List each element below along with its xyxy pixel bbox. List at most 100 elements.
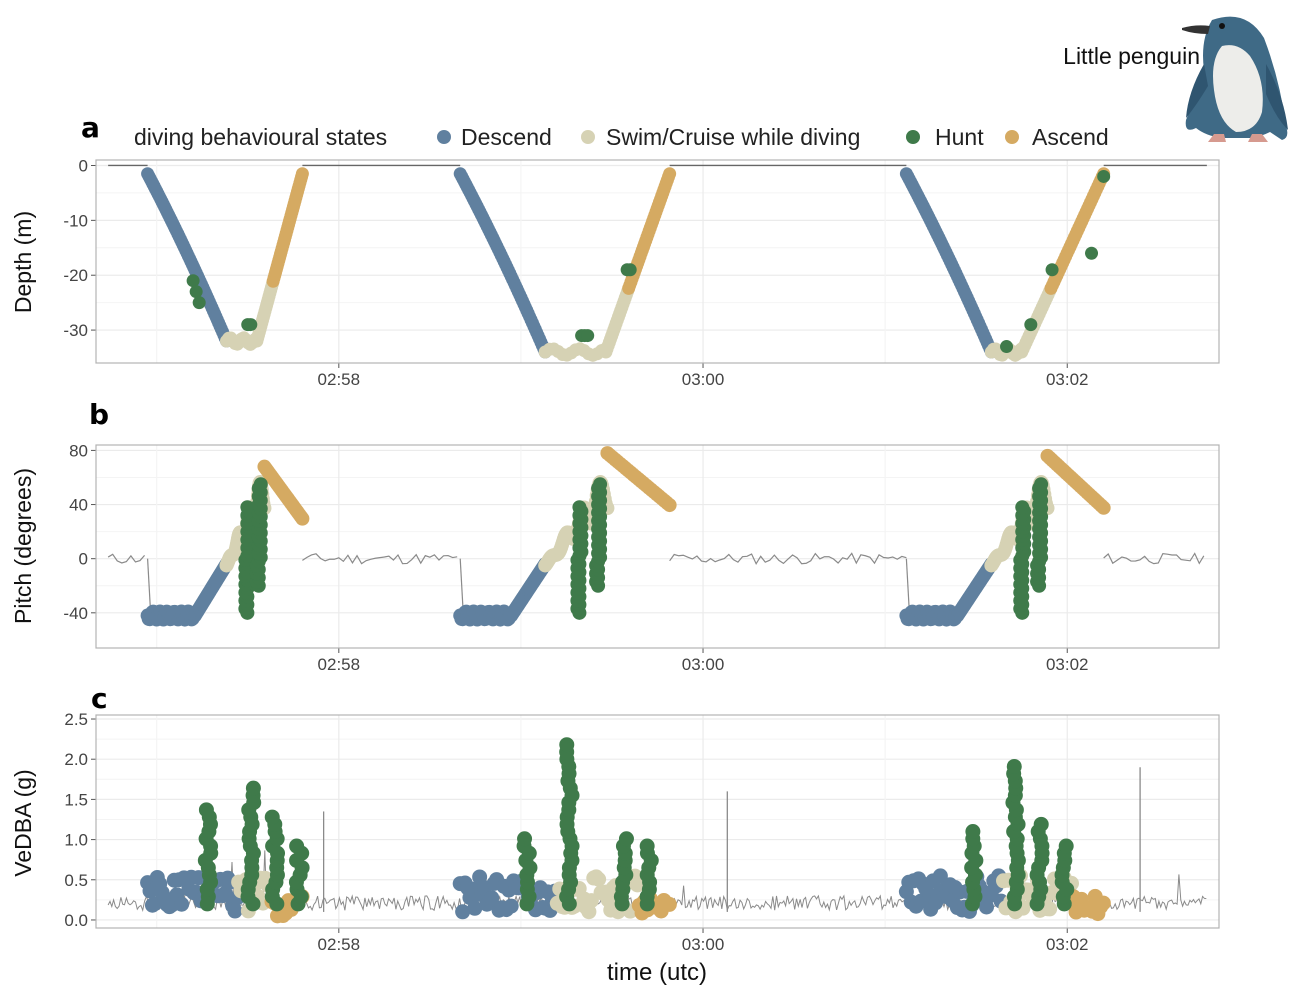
- depth-panel: 0 -10 -20 -30 02:58 03:00 03:02: [63, 156, 1220, 389]
- plot-background: [96, 445, 1219, 648]
- hunt-point: [1034, 477, 1049, 492]
- hunt-point: [623, 263, 637, 277]
- y-tick-label: 1.0: [64, 831, 88, 850]
- hunt-point: [1024, 318, 1038, 332]
- x-tick-label: 03:00: [682, 935, 725, 954]
- pitch-drop: [905, 558, 910, 613]
- ascend-point: [661, 896, 677, 912]
- legend-label-descend: Descend: [461, 124, 552, 150]
- x-tick-label: 03:02: [1046, 370, 1089, 389]
- y-tick-label: 0: [79, 156, 88, 175]
- y-tick-label: -30: [63, 321, 88, 340]
- legend-label-hunt: Hunt: [935, 124, 984, 150]
- descend-point: [455, 904, 471, 920]
- panel-letter-b: b: [89, 398, 109, 431]
- legend-label-swim: Swim/Cruise while diving: [606, 124, 860, 150]
- x-tick-label: 02:58: [318, 935, 361, 954]
- hunt-point: [240, 500, 255, 515]
- x-tick-label: 03:00: [682, 370, 725, 389]
- panel-letter-a: a: [81, 111, 100, 144]
- hunt-point: [1097, 169, 1111, 183]
- hunt-point: [192, 296, 206, 310]
- legend-swatch-ascend: [1005, 130, 1019, 144]
- vedba-panel: 0.0 0.5 1.0 1.5 2.0 2.5 02:58 03:00 03:02: [64, 710, 1220, 954]
- hunt-point: [618, 831, 634, 847]
- dive-2: [453, 167, 677, 362]
- hunt-point: [1006, 758, 1022, 774]
- y-axis-title-vedba: VeDBA (g): [10, 769, 36, 876]
- pitch-dive-3: [899, 448, 1111, 627]
- pitch-surface-trace: [302, 553, 458, 565]
- legend-swatch-descend: [437, 130, 451, 144]
- pitch-surface-trace: [669, 552, 907, 565]
- panel-letter-c: c: [91, 682, 108, 715]
- hunt-point: [1058, 838, 1074, 854]
- descend-point: [932, 868, 948, 884]
- hunt-point: [198, 802, 214, 818]
- legend-swatch-swim: [581, 130, 595, 144]
- descend-point: [503, 898, 519, 914]
- ascend-point: [295, 511, 310, 526]
- pitch-surface-trace: [107, 553, 146, 564]
- pitch-drop: [459, 558, 464, 613]
- legend-swatch-hunt: [906, 130, 920, 144]
- y-tick-label: 0.0: [64, 911, 88, 930]
- ascend-point: [662, 498, 677, 513]
- plot-border: [95, 444, 1220, 649]
- pitch-drop: [146, 558, 152, 613]
- pitch-dive-1: [140, 459, 310, 627]
- hunt-point: [1045, 263, 1059, 277]
- vedba-dive-1: [140, 780, 310, 924]
- ascend-point: [295, 167, 309, 181]
- dive-1: [141, 167, 309, 351]
- y-axis-title-pitch: Pitch (degrees): [10, 468, 36, 624]
- descend-point: [174, 896, 190, 912]
- y-tick-label: 0.5: [64, 871, 88, 890]
- pitch-surface-trace: [1103, 552, 1205, 565]
- legend-title: diving behavioural states: [134, 124, 387, 150]
- descend-point: [467, 900, 483, 916]
- x-axis-title: time (utc): [607, 959, 707, 986]
- swim-point: [1042, 901, 1058, 917]
- hunt-point: [289, 838, 305, 854]
- hunt-point: [965, 824, 981, 840]
- x-tick-label: 03:02: [1046, 655, 1089, 674]
- descend-point: [484, 890, 500, 906]
- y-tick-label: 1.5: [64, 790, 88, 809]
- legend-label-ascend: Ascend: [1032, 124, 1109, 150]
- hunt-point: [1015, 500, 1030, 515]
- dive-3: [899, 167, 1111, 362]
- x-tick-label: 02:58: [318, 370, 361, 389]
- species-label: Little penguin: [1063, 43, 1200, 69]
- y-tick-label: 80: [69, 441, 88, 460]
- little-penguin-illustration: [1182, 16, 1288, 142]
- y-tick-label: 40: [69, 496, 88, 515]
- swim-point: [591, 871, 607, 887]
- hunt-point: [559, 737, 575, 753]
- pitch-dive-2: [453, 446, 677, 627]
- x-tick-label: 02:58: [318, 655, 361, 674]
- pitch-panel: 80 40 0 -40 02:58 03:00 03:02: [63, 441, 1220, 674]
- hunt-point: [1033, 816, 1049, 832]
- ascend-point: [1095, 895, 1111, 911]
- hunt-point: [1085, 246, 1099, 260]
- swim-point: [629, 877, 645, 893]
- x-tick-label: 03:02: [1046, 935, 1089, 954]
- y-axis-title-depth: Depth (m): [10, 211, 36, 313]
- hunt-point: [253, 477, 268, 492]
- hunt-point: [186, 274, 200, 288]
- hunt-point: [189, 285, 203, 299]
- hunt-point: [264, 809, 280, 825]
- y-tick-label: -20: [63, 266, 88, 285]
- y-tick-label: 0: [79, 550, 88, 569]
- hunt-point: [517, 831, 533, 847]
- vedba-dive-3: [898, 758, 1111, 922]
- descend-point: [227, 903, 243, 919]
- hunt-point: [581, 329, 595, 343]
- plot-border: [95, 714, 1220, 929]
- plot-border: [95, 159, 1220, 364]
- ascend-point: [1096, 500, 1111, 515]
- hunt-point: [244, 318, 258, 332]
- hunt-point: [572, 500, 587, 515]
